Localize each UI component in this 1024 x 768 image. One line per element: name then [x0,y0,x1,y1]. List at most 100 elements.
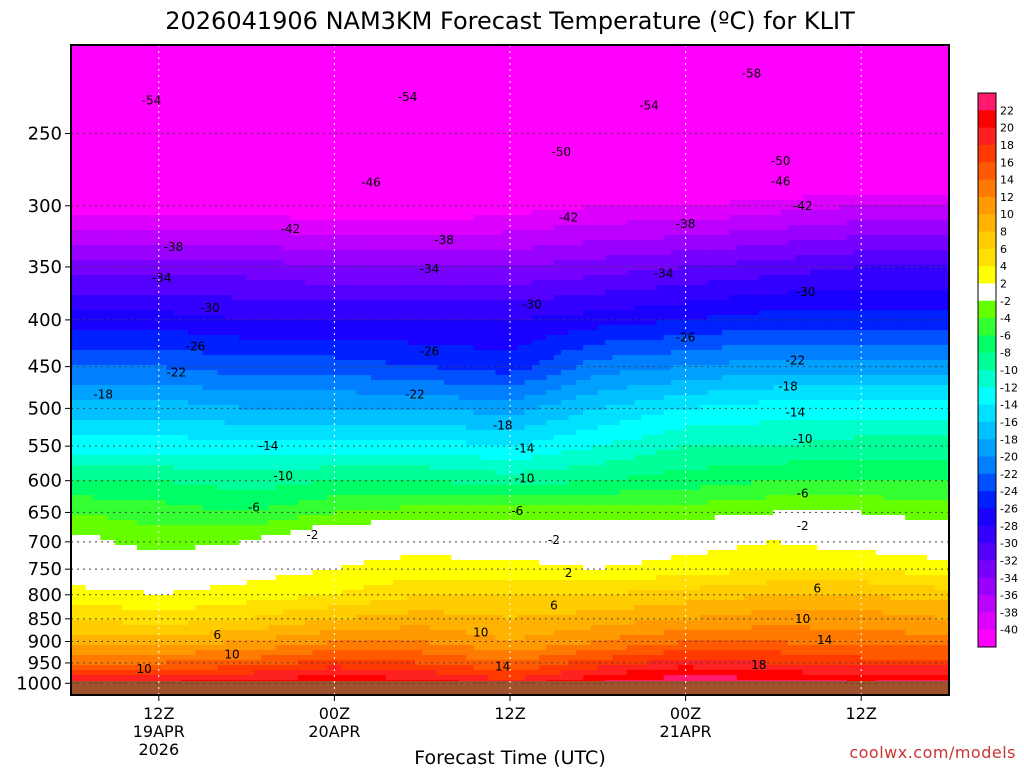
heat-cell [788,195,796,201]
heat-cell [202,120,211,126]
heat-cell [122,200,131,206]
heat-cell [627,225,635,231]
heat-cell [707,190,716,196]
heat-cell [707,80,716,86]
heat-cell [905,45,914,51]
heat-cell [890,195,899,201]
heat-cell [217,115,226,121]
heat-cell [210,85,218,91]
heat-cell [107,225,116,231]
heat-cell [224,245,233,251]
heat-cell [612,245,621,251]
heat-cell [297,100,306,106]
heat-cell [612,180,621,186]
heat-cell [268,75,277,81]
heat-cell [553,150,562,156]
heat-cell [166,210,175,216]
heat-cell [656,95,665,101]
heat-cell [136,150,145,156]
heat-cell [831,75,840,81]
heat-cell [173,225,182,231]
heat-cell [180,135,189,141]
heat-cell [107,95,116,101]
heat-cell [414,165,423,171]
heat-cell [85,220,94,226]
heat-cell [217,65,226,71]
heat-cell [188,115,196,121]
heat-cell [510,235,518,241]
heat-cell [92,80,101,86]
heat-cell [349,240,357,246]
heat-cell [136,240,145,246]
heat-cell [414,190,423,196]
heat-cell [875,240,884,246]
heat-cell [107,160,116,166]
heat-cell [890,65,899,71]
heat-cell [649,90,657,96]
heat-cell [297,210,306,216]
heat-cell [422,85,431,91]
heat-cell [744,85,753,91]
heat-cell [283,120,292,126]
heat-cell [619,120,628,126]
heat-cell [788,130,796,136]
heat-cell [839,85,848,91]
heat-cell [305,225,314,231]
heat-cell [114,160,123,166]
heat-cell [305,115,314,121]
heat-cell [546,225,555,231]
heat-cell [356,245,365,251]
heat-cell [429,105,438,111]
heat-cell [253,85,262,91]
heat-cell [663,165,672,171]
heat-cell [85,55,94,61]
heat-cell [78,190,87,196]
heat-cell [831,140,840,146]
heat-cell [283,245,292,251]
heat-cell [231,170,240,176]
heat-cell [392,55,401,61]
heat-cell [166,70,175,76]
heat-cell [422,130,431,136]
heat-cell [927,185,935,191]
heat-cell [327,230,335,236]
heat-cell [92,135,101,141]
heat-cell [897,80,906,86]
heat-cell [349,120,357,126]
heat-cell [180,165,189,171]
heat-cell [553,80,562,86]
heat-cell [875,185,884,191]
heat-cell [619,70,628,76]
heat-cell [912,80,921,86]
heat-cell [714,130,723,136]
heat-cell [766,90,774,96]
heat-cell [773,55,782,61]
heat-cell [597,60,606,66]
heat-cell [92,45,101,51]
heat-cell [853,120,862,126]
heat-cell [736,165,745,171]
heat-cell [136,195,145,201]
heat-cell [517,135,526,141]
heat-cell [590,175,599,181]
heat-cell [897,135,906,141]
heat-cell [919,195,928,201]
heat-cell [231,235,240,241]
heat-cell [253,105,262,111]
heat-cell [861,175,870,181]
heat-cell [736,100,745,106]
heat-cell [414,210,423,216]
heat-cell [575,100,584,106]
heat-cell [729,60,738,66]
heat-cell [312,185,321,191]
heat-cell [751,240,760,246]
heat-cell [531,110,540,116]
heat-cell [246,190,255,196]
heat-cell [429,100,438,106]
heat-cell [363,240,372,246]
heat-cell [305,180,314,186]
heat-cell [436,160,445,166]
heat-cell [597,150,606,156]
heat-cell [707,205,716,211]
heat-cell [685,145,694,151]
